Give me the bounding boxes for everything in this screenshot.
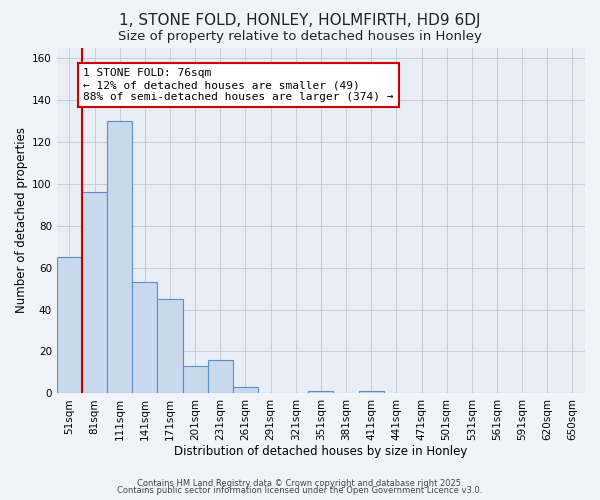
Bar <box>308 392 334 394</box>
Text: 1, STONE FOLD, HONLEY, HOLMFIRTH, HD9 6DJ: 1, STONE FOLD, HONLEY, HOLMFIRTH, HD9 6D… <box>119 12 481 28</box>
Y-axis label: Number of detached properties: Number of detached properties <box>15 128 28 314</box>
Bar <box>132 282 157 394</box>
Bar <box>182 366 208 394</box>
Text: 1 STONE FOLD: 76sqm
← 12% of detached houses are smaller (49)
88% of semi-detach: 1 STONE FOLD: 76sqm ← 12% of detached ho… <box>83 68 394 102</box>
Bar <box>157 299 182 394</box>
Bar <box>57 257 82 394</box>
Text: Contains HM Land Registry data © Crown copyright and database right 2025.: Contains HM Land Registry data © Crown c… <box>137 478 463 488</box>
Text: Size of property relative to detached houses in Honley: Size of property relative to detached ho… <box>118 30 482 43</box>
Text: Contains public sector information licensed under the Open Government Licence v3: Contains public sector information licen… <box>118 486 482 495</box>
Bar <box>233 387 258 394</box>
Bar <box>107 121 132 394</box>
Bar <box>82 192 107 394</box>
X-axis label: Distribution of detached houses by size in Honley: Distribution of detached houses by size … <box>174 444 467 458</box>
Bar <box>208 360 233 394</box>
Bar <box>359 392 384 394</box>
